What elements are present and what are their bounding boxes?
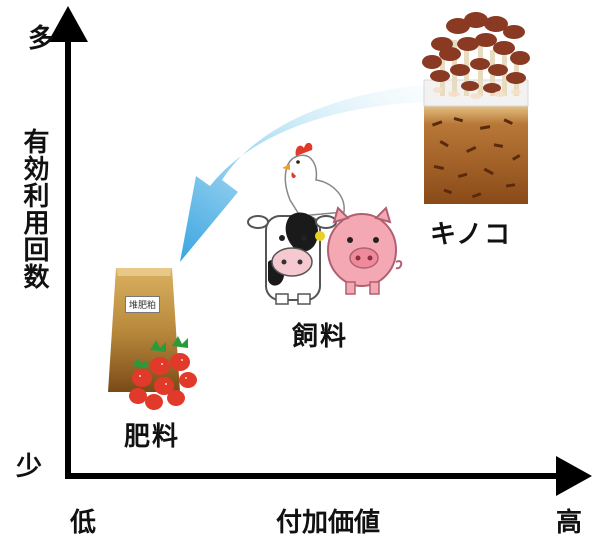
fertilizer-label: 肥料 <box>124 422 181 452</box>
mushroom-caps <box>422 12 530 93</box>
x-axis-low-label: 低 <box>70 508 97 538</box>
y-axis <box>48 6 88 476</box>
x-axis-arrowhead <box>556 456 592 496</box>
pig-illustration <box>327 206 403 295</box>
x-axis <box>65 456 592 496</box>
mushroom-label: キノコ <box>430 220 513 250</box>
mushroom-substrate <box>424 104 528 204</box>
y-axis-title: 有効利用回数 <box>19 128 49 290</box>
cow-illustration <box>247 212 337 305</box>
y-axis-low-label: 少 <box>16 452 43 482</box>
feed-label: 飼料 <box>292 322 349 352</box>
chicken-illustration <box>282 142 345 217</box>
x-axis-high-label: 高 <box>556 508 583 538</box>
fertilizer-bag-tag: 堆肥粕 <box>125 296 161 313</box>
x-axis-title: 付加価値 <box>276 508 381 538</box>
strawberry-illustration <box>129 336 197 410</box>
recycle-flow-arrow <box>180 84 430 262</box>
y-axis-arrowhead <box>48 6 88 42</box>
mushroom-illustration <box>422 12 530 204</box>
y-axis-high-label: 多 <box>28 24 55 54</box>
